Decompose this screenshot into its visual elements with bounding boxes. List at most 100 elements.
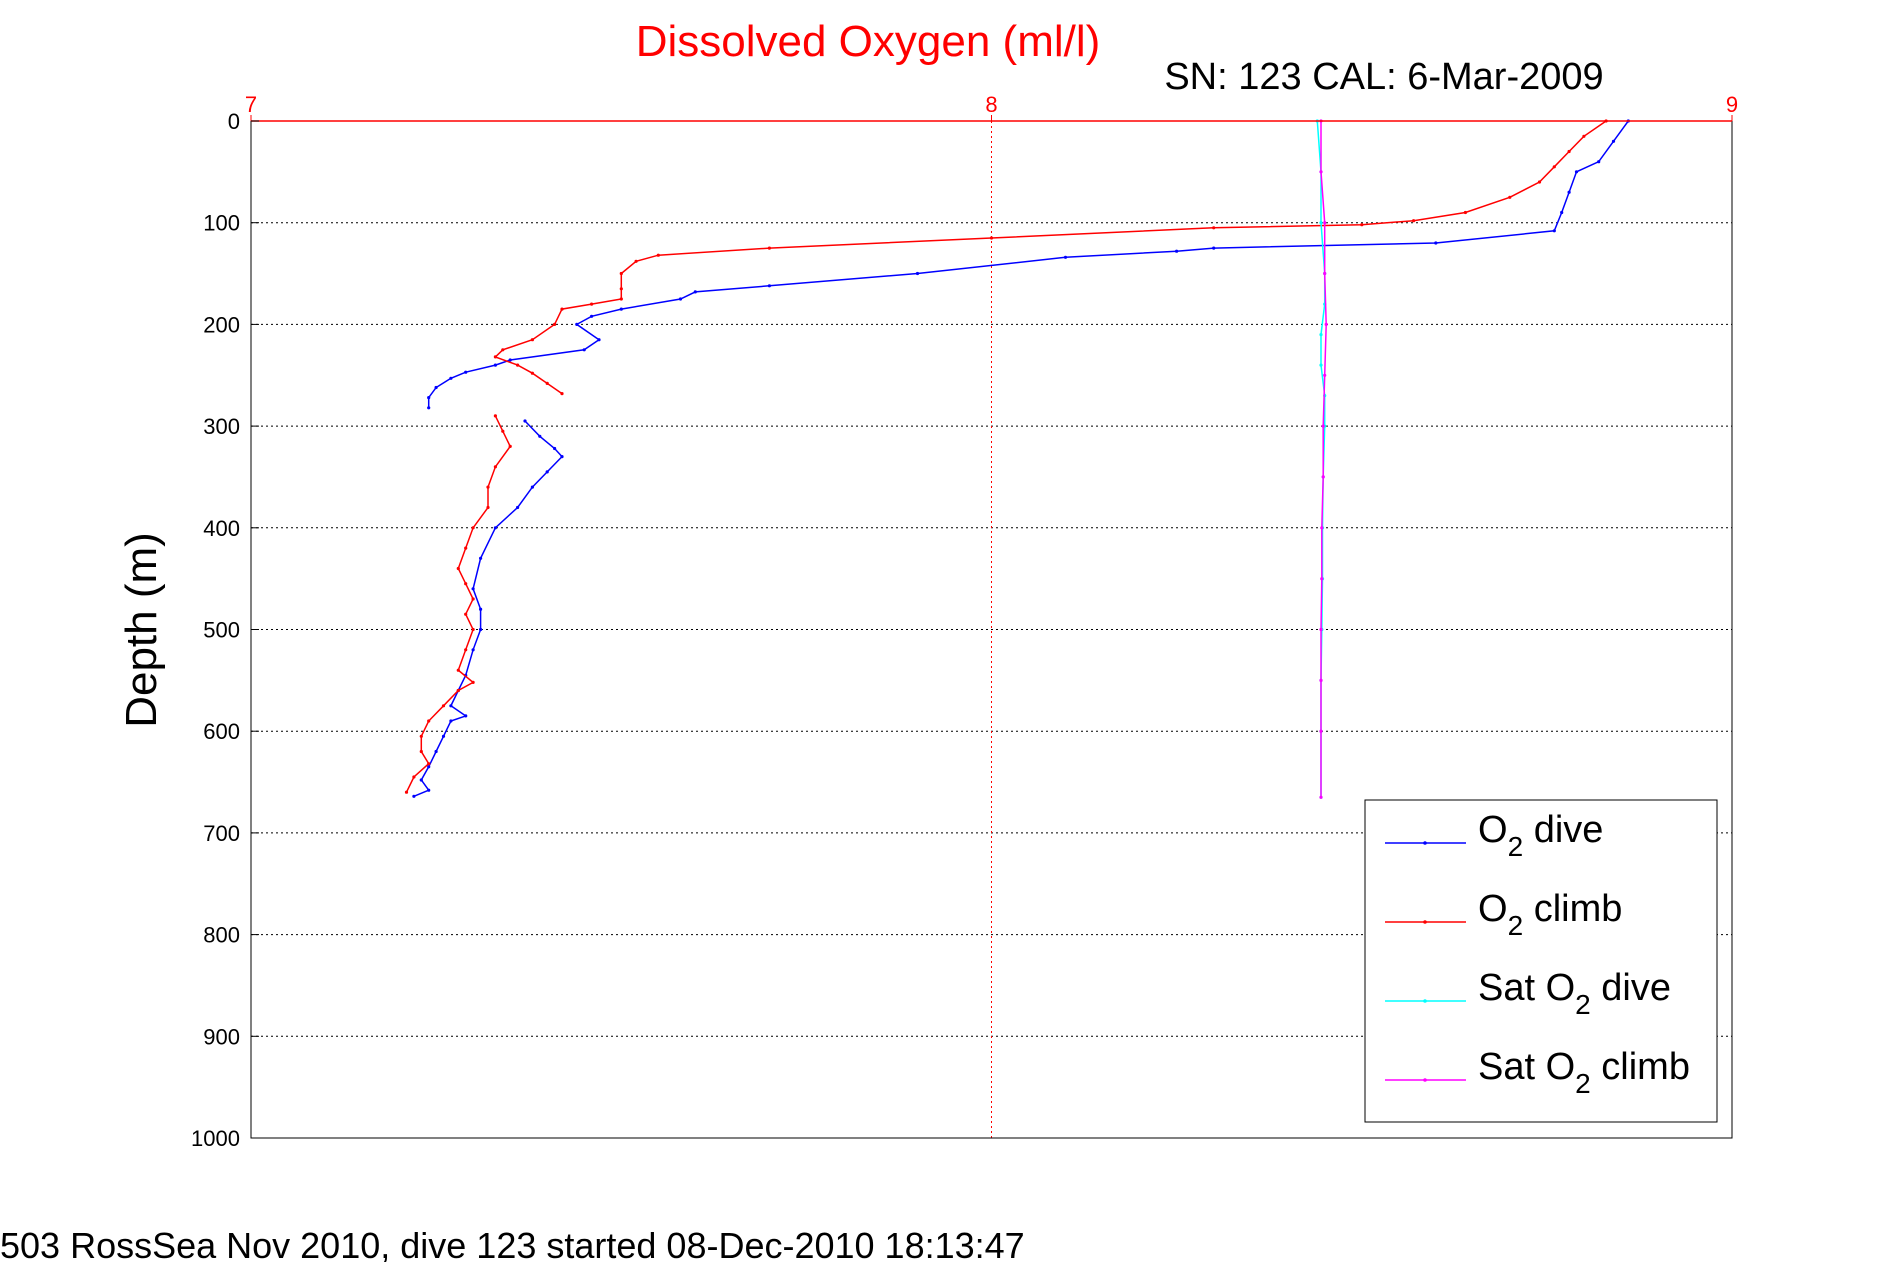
data-point [434, 749, 438, 754]
data-point [479, 607, 483, 611]
legend-label-sat-o2-climb: Sat O2 climb [1478, 1046, 1690, 1099]
data-point [508, 444, 512, 448]
legend-text-suffix: dive [1523, 809, 1603, 851]
data-point [456, 668, 460, 672]
data-point [493, 465, 497, 469]
data-point [1321, 475, 1325, 479]
data-point [1212, 246, 1216, 250]
data-point [479, 556, 483, 560]
data-point [1319, 678, 1323, 683]
data-point [427, 765, 431, 769]
legend-text-prefix: O [1478, 888, 1508, 930]
chart-title: Dissolved Oxygen (ml/l) [636, 17, 1101, 66]
x-tick-label: 8 [985, 92, 997, 117]
data-point [1360, 223, 1364, 227]
data-point [427, 406, 431, 410]
chart-subtitle: SN: 123 CAL: 6-Mar-2009 [1164, 56, 1603, 98]
legend-label-o2-dive: O2 dive [1478, 809, 1603, 862]
data-point [412, 775, 416, 779]
y-tick-label: 200 [203, 312, 240, 337]
legend-marker [1423, 999, 1427, 1003]
data-point [553, 322, 557, 326]
x-tick-label: 9 [1726, 92, 1738, 117]
data-point [530, 371, 535, 375]
data-point [449, 376, 453, 380]
data-point [560, 307, 564, 311]
data-point [486, 505, 490, 510]
data-point [619, 287, 623, 291]
data-point [767, 284, 772, 288]
data-point [479, 627, 483, 632]
data-point [678, 297, 683, 301]
x-ticks: 7 8 9 [245, 92, 1738, 121]
data-point [1323, 271, 1327, 276]
y-tick-label: 800 [203, 923, 240, 948]
data-point [1319, 363, 1323, 367]
data-point [619, 307, 623, 311]
data-point [434, 385, 438, 390]
data-point [1319, 729, 1323, 733]
data-point [1412, 219, 1416, 223]
data-point [1324, 322, 1328, 326]
data-point [508, 358, 512, 362]
series-line-o2-dive [427, 120, 1629, 408]
data-point [501, 348, 505, 352]
legend-label-sat-o2-dive: Sat O2 dive [1478, 967, 1671, 1020]
legend-text-suffix: dive [1591, 967, 1671, 1009]
y-tick-label: 600 [203, 719, 240, 744]
data-point [560, 455, 564, 459]
data-point [419, 749, 423, 754]
data-point [427, 719, 431, 723]
data-point [493, 355, 497, 359]
data-point [456, 688, 460, 693]
data-point [619, 271, 623, 276]
data-point [1323, 221, 1327, 225]
legend-box [1364, 799, 1718, 1123]
data-point [597, 338, 601, 342]
data-point [530, 485, 535, 489]
legend-text-prefix: Sat O [1478, 1046, 1575, 1088]
data-point [1212, 226, 1216, 230]
data-point [915, 271, 920, 276]
series-line-o2-dive-deep [413, 420, 564, 797]
legend-marker [1423, 1078, 1427, 1082]
data-point [464, 370, 468, 374]
data-point [493, 526, 497, 530]
y-tick-label: 900 [203, 1024, 240, 1049]
legend-text-suffix: climb [1523, 888, 1622, 930]
data-point [575, 322, 579, 326]
data-point [1567, 149, 1571, 154]
legend-marker [1423, 920, 1427, 924]
data-point [530, 338, 535, 342]
x-tick-label: 7 [245, 92, 257, 117]
data-point [1611, 139, 1616, 143]
data-point [590, 314, 594, 318]
y-tick-label: 400 [203, 516, 240, 541]
data-point [1319, 795, 1323, 799]
data-point [1175, 249, 1179, 253]
data-point [1582, 134, 1586, 138]
data-point [464, 582, 468, 586]
y-axis-label: Depth (m) [117, 532, 166, 728]
legend-text-subscript: 2 [1508, 910, 1524, 941]
series-line-o2-climb [494, 120, 1607, 395]
data-point [767, 246, 772, 250]
data-point [464, 546, 468, 550]
y-ticks: 0 100 200 300 400 500 600 700 800 900 1000 [191, 109, 259, 1151]
data-point [1063, 255, 1068, 259]
data-point [1552, 165, 1556, 169]
data-point [1319, 627, 1323, 632]
data-point [693, 290, 697, 294]
data-point [1463, 210, 1467, 215]
data-point [516, 505, 520, 510]
data-point [1434, 241, 1438, 245]
data-point [1574, 170, 1579, 174]
data-point [471, 526, 475, 530]
data-point [471, 648, 475, 652]
series-layer [404, 119, 1630, 799]
data-point [1567, 190, 1571, 194]
data-point [516, 363, 520, 367]
legend-text-prefix: O [1478, 809, 1508, 851]
data-point [1320, 577, 1324, 581]
